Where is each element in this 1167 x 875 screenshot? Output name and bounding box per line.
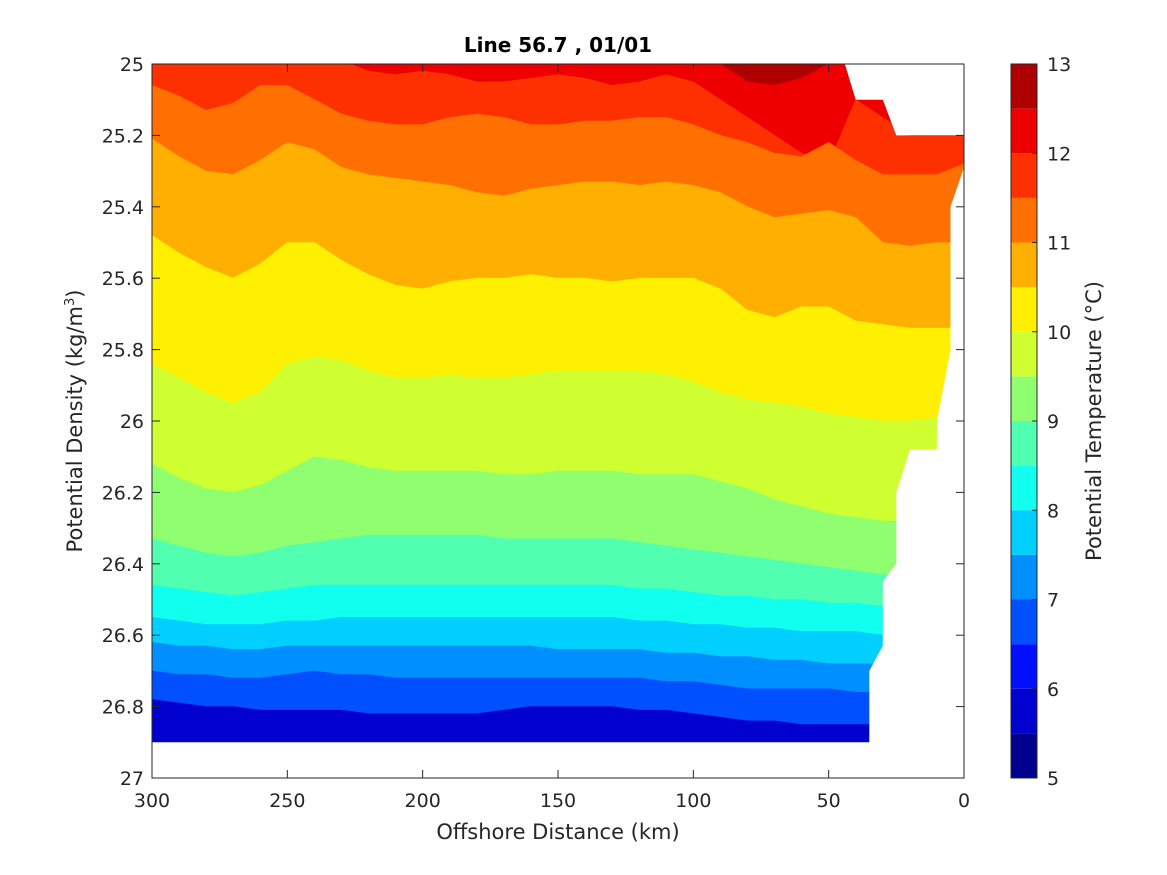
plot-area: 300 250 200 150 100 50 0 2525.225.425.625.8262… bbox=[102, 54, 970, 812]
y-tick-label: 25.4 bbox=[102, 197, 144, 219]
colorbar-swatch bbox=[1011, 153, 1037, 198]
y-axis-label-superscript: 3 bbox=[63, 298, 78, 306]
y-axis-label-close: ) bbox=[63, 290, 87, 298]
colorbar-tick-label: 5 bbox=[1047, 768, 1059, 790]
colorbar-tick-label: 10 bbox=[1047, 322, 1071, 344]
chart-title: Line 56.7 , 01/01 bbox=[464, 33, 652, 57]
colorbar-tick-label: 12 bbox=[1047, 143, 1071, 165]
colorbar-label: Potential Temperature (°C) bbox=[1082, 281, 1106, 561]
x-axis: 300 250 200 150 100 50 0 bbox=[134, 64, 970, 812]
x-tick-label: 250 bbox=[269, 790, 305, 812]
y-tick-label: 26 bbox=[120, 411, 144, 433]
colorbar-tick-label: 6 bbox=[1047, 679, 1059, 701]
colorbar-swatch bbox=[1011, 465, 1037, 511]
x-axis-label: Offshore Distance (km) bbox=[436, 820, 679, 844]
colorbar: 5 6 7 8 9 10 11 12 13 bbox=[1010, 54, 1071, 790]
y-tick-label: 26.2 bbox=[102, 482, 144, 504]
contour-fill-layer bbox=[152, 64, 964, 743]
colorbar-tick-label: 11 bbox=[1047, 233, 1071, 255]
colorbar-tick-label: 8 bbox=[1047, 500, 1059, 522]
colorbar-swatch bbox=[1011, 108, 1037, 154]
x-tick-label: 150 bbox=[540, 790, 576, 812]
colorbar-swatch bbox=[1011, 688, 1037, 734]
contour-band bbox=[152, 64, 964, 86]
x-tick-label: 100 bbox=[675, 790, 711, 812]
colorbar-tick-label: 7 bbox=[1047, 590, 1059, 612]
y-tick-label: 25.2 bbox=[102, 125, 144, 147]
colorbar-swatch bbox=[1011, 510, 1037, 555]
x-tick-label: 300 bbox=[134, 790, 170, 812]
colorbar-swatch bbox=[1011, 599, 1037, 645]
y-tick-label: 26.4 bbox=[102, 554, 144, 576]
contour-band bbox=[152, 699, 964, 743]
colorbar-tick-label: 9 bbox=[1047, 411, 1059, 433]
y-tick-label: 26.6 bbox=[102, 625, 144, 647]
y-axis-label: Potential Density (kg/m3) bbox=[63, 290, 87, 553]
colorbar-swatch bbox=[1011, 421, 1037, 466]
y-tick-label: 25.6 bbox=[102, 268, 144, 290]
colorbar-tick-label: 13 bbox=[1047, 54, 1071, 76]
y-tick-label: 26.8 bbox=[102, 697, 144, 719]
y-axis-label-main: Potential Density (kg/m bbox=[63, 306, 87, 552]
colorbar-swatch bbox=[1011, 242, 1037, 288]
y-tick-label: 25 bbox=[120, 54, 144, 76]
colorbar-swatch bbox=[1011, 644, 1037, 689]
colorbar-swatch bbox=[1011, 197, 1037, 243]
colorbar-swatch bbox=[1011, 733, 1037, 778]
colorbar-swatch bbox=[1011, 331, 1037, 377]
x-tick-label: 50 bbox=[817, 790, 841, 812]
x-tick-label: 200 bbox=[405, 790, 441, 812]
x-tick-label: 0 bbox=[958, 790, 970, 812]
colorbar-swatch bbox=[1011, 554, 1037, 600]
y-tick-label: 27 bbox=[120, 768, 144, 790]
colorbar-swatch bbox=[1011, 287, 1037, 332]
y-axis: 25 25.2 25.4 25.6 25.8 26 26.2 26.4 26.6 26.8 27 bbox=[102, 54, 964, 790]
colorbar-swatch bbox=[1011, 64, 1037, 109]
colorbar-swatch bbox=[1011, 376, 1037, 421]
y-tick-label: 25.8 bbox=[102, 340, 144, 362]
